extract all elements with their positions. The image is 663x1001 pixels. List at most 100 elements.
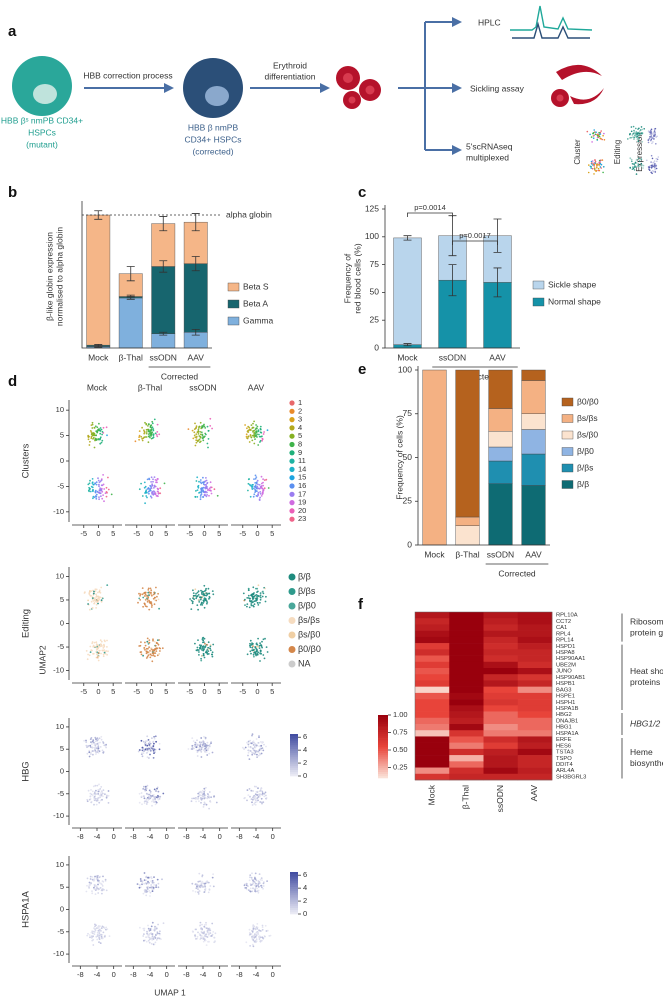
umap-point — [204, 789, 206, 792]
umap-point — [196, 739, 198, 742]
umap-point — [264, 924, 267, 927]
umap-point — [153, 603, 156, 606]
umap-point — [107, 794, 110, 797]
umap-point — [157, 492, 160, 495]
mini-umap-point — [635, 131, 638, 133]
umap-point — [151, 420, 154, 423]
umap-point — [144, 593, 147, 596]
bar-segment — [521, 369, 546, 381]
umap-point — [99, 492, 101, 495]
umap-point — [195, 425, 198, 428]
umap-point — [262, 638, 265, 641]
umap-point — [155, 939, 158, 941]
umap-point — [204, 887, 207, 890]
gene-label: HES6 — [556, 743, 571, 749]
mini-umap-point — [629, 132, 631, 135]
hplc-trace — [512, 21, 590, 39]
umap-point — [261, 591, 264, 593]
umap-point — [93, 803, 95, 806]
umap-point — [99, 591, 102, 594]
umap-point — [190, 608, 193, 610]
umap-point — [94, 875, 96, 878]
umap-point — [253, 940, 256, 943]
legend-dot — [289, 491, 295, 497]
umap-point — [98, 794, 101, 797]
umap-point — [211, 751, 214, 754]
umap-point — [100, 428, 103, 431]
mini-umap-point — [637, 163, 640, 166]
umap-point — [152, 794, 155, 796]
colorbar-slice — [290, 763, 298, 766]
umap-point — [200, 488, 203, 491]
umap-point — [143, 429, 145, 432]
umap-point — [200, 427, 203, 430]
umap-point — [96, 784, 99, 787]
umap-point — [208, 745, 211, 748]
umap-point — [260, 652, 262, 655]
umap-point — [91, 930, 93, 933]
umap-point — [251, 890, 254, 893]
umap-point — [206, 797, 209, 800]
umap-point — [201, 425, 204, 428]
umap-point — [98, 936, 101, 939]
x-tick-label: AAV — [188, 352, 205, 362]
umap-point — [195, 480, 198, 482]
heat-cell — [415, 680, 450, 687]
umap-point — [149, 750, 152, 752]
mini-umap-point — [586, 130, 589, 133]
umap-point — [95, 884, 98, 887]
umap-point — [252, 887, 254, 890]
umap-point — [253, 478, 255, 480]
umap-point — [155, 433, 158, 436]
umap-point — [252, 748, 255, 751]
umap-point — [159, 930, 161, 933]
umap-point — [261, 790, 264, 793]
step-label: HBB correction process — [83, 70, 172, 80]
heat-cell — [517, 724, 553, 731]
umap-point — [187, 428, 190, 430]
umap-point — [202, 476, 204, 479]
heat-cell — [483, 612, 519, 619]
umap-point — [200, 482, 203, 485]
umap-point — [209, 649, 212, 652]
umap-point — [199, 494, 202, 497]
panel-label: f — [358, 596, 364, 613]
mini-umap-point — [593, 129, 595, 131]
mini-umap-point — [638, 165, 640, 167]
mini-umap-point — [594, 131, 596, 133]
umap-point — [200, 927, 203, 930]
gene-label: HSPA1A — [556, 731, 579, 737]
umap-point — [252, 740, 255, 743]
umap-point — [199, 496, 202, 498]
umap-point — [93, 446, 96, 449]
x-tick-label: 5 — [111, 529, 115, 538]
umap-point — [97, 646, 100, 649]
umap-point — [100, 478, 103, 480]
umap-point — [153, 418, 156, 421]
umap-point — [149, 593, 152, 596]
heat-cell — [483, 748, 519, 756]
umap-point — [105, 746, 107, 749]
colorbar-slice — [290, 884, 298, 887]
umap-point — [255, 791, 258, 793]
umap-point — [202, 938, 205, 940]
mini-umap-point — [631, 160, 633, 163]
umap-point — [200, 659, 203, 662]
umap-point — [257, 491, 260, 494]
mini-umap-point — [652, 133, 655, 136]
mini-umap-label: Editing — [613, 140, 622, 164]
umap-point — [151, 881, 154, 884]
umap-point — [156, 931, 159, 933]
x-tick-label: 0 — [202, 687, 206, 696]
x-tick-label: -4 — [94, 970, 101, 979]
umap-point — [93, 744, 96, 746]
umap-point — [100, 735, 103, 738]
colorbar-slice — [378, 717, 388, 720]
colorbar-slice — [378, 729, 388, 733]
mini-umap-point — [657, 156, 660, 158]
umap-point — [159, 487, 162, 490]
umap-point — [250, 789, 253, 792]
umap-point — [258, 484, 261, 486]
umap-point — [85, 890, 88, 893]
umap-point — [203, 924, 206, 926]
